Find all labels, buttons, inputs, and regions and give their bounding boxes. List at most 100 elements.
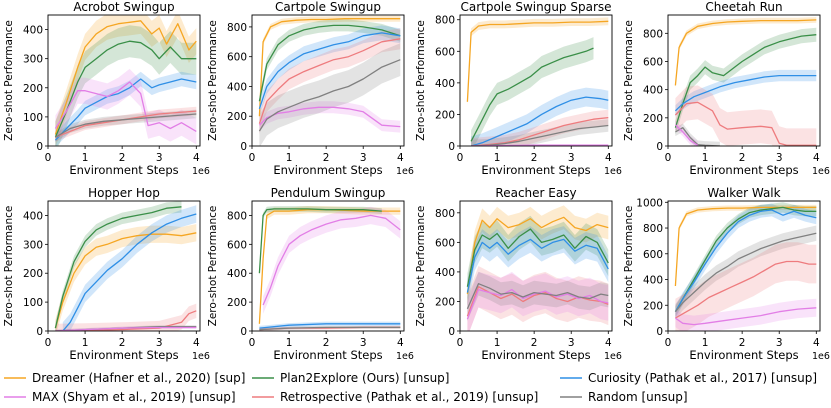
max-line <box>262 214 401 306</box>
max-line <box>55 326 197 331</box>
chart-title: Pendulum Swingup <box>271 186 386 200</box>
legend-item-dreamer: Dreamer (Hafner et al., 2020) [sup] <box>4 371 245 385</box>
max-band <box>675 120 698 146</box>
x-tick-label: 0 <box>45 337 52 349</box>
x-tick-label: 3 <box>360 152 367 164</box>
x-tick-label: 2 <box>119 152 126 164</box>
random-line <box>258 59 401 132</box>
y-tick-label: 600 <box>643 249 663 261</box>
x-exponent-label: 1e6 <box>396 351 414 362</box>
y-tick-label: 300 <box>23 239 43 251</box>
x-axis-label: Environment Steps <box>69 348 178 362</box>
y-tick-label: 800 <box>643 223 663 235</box>
legend-item-max: MAX (Shyam et al., 2019) [unsup] <box>4 390 236 404</box>
random-band <box>259 43 401 146</box>
series-group <box>466 205 609 331</box>
curiosity-line <box>259 323 401 329</box>
plan2explore-line <box>470 47 594 142</box>
x-tick-label: 2 <box>531 152 538 164</box>
y-tick-label: 800 <box>643 28 663 40</box>
y-axis-label: Zero-shot Performance <box>623 206 635 327</box>
curiosity-line <box>470 96 609 146</box>
y-tick-label: 200 <box>643 300 663 312</box>
curiosity-line <box>258 32 401 110</box>
plan2explore-band <box>467 215 609 300</box>
x-tick-label: 2 <box>739 152 746 164</box>
chart-panel-6: Pendulum Swingup 0 200 400 600 800 0 1 2 3 4 Enviro… <box>207 186 414 362</box>
plot-frame <box>47 14 201 147</box>
legend-label: Random [unsup] <box>588 390 688 404</box>
dreamer-line <box>466 216 609 295</box>
x-axis-label: Environment Steps <box>689 348 798 362</box>
plan2explore-band <box>259 19 401 108</box>
plan2explore-line <box>258 24 401 102</box>
max-line <box>675 307 817 326</box>
legend-label: MAX (Shyam et al., 2019) [unsup] <box>32 390 236 404</box>
max-band <box>467 271 609 331</box>
plan2explore-line <box>466 228 609 287</box>
y-tick-label: 600 <box>435 237 455 249</box>
plot-frame <box>667 200 821 332</box>
x-tick-label: 0 <box>665 152 672 164</box>
plan2explore-band <box>675 27 817 135</box>
x-tick-label: 4 <box>605 337 612 349</box>
plot-frame <box>667 14 821 147</box>
x-tick-label: 2 <box>739 337 746 349</box>
retrospective-band <box>55 303 197 331</box>
y-tick-label: 0 <box>656 141 663 153</box>
y-tick-label: 0 <box>36 141 43 153</box>
x-exponent-label: 1e6 <box>812 166 830 177</box>
plan2explore-band <box>471 37 594 146</box>
random-band <box>55 109 197 142</box>
plot-frame <box>251 14 405 147</box>
chart-title: Cartpole Swingup <box>275 0 381 14</box>
max-line <box>466 288 609 320</box>
dreamer-line <box>674 19 817 86</box>
y-tick-label: 100 <box>23 112 43 124</box>
y-tick-label: 400 <box>23 25 43 37</box>
x-axis-label: Environment Steps <box>69 163 178 177</box>
x-tick-label: 1 <box>286 337 293 349</box>
chart-panel-4: Cheetah Run 0 200 400 600 800 0 1 2 3 4 Environment… <box>623 0 830 177</box>
chart-panel-7: Reacher Easy 0 200 400 600 800 0 1 2 3 4 Environmen… <box>415 186 622 362</box>
random-line <box>55 113 197 138</box>
x-tick-label: 4 <box>193 337 200 349</box>
x-axis-label: Environment Steps <box>481 163 590 177</box>
x-axis-label: Environment Steps <box>273 163 382 177</box>
y-axis-label: Zero-shot Performance <box>207 206 219 327</box>
x-exponent-label: 1e6 <box>192 351 210 362</box>
plan2explore-line <box>54 206 182 329</box>
legend-label: Retrospective (Pathak et al., 2019) [uns… <box>280 390 538 404</box>
plan2explore-line <box>674 206 817 313</box>
dreamer-line <box>258 18 401 117</box>
chart-title: Hopper Hop <box>88 186 160 200</box>
x-axis-label: Environment Steps <box>689 163 798 177</box>
dreamer-band <box>467 205 609 306</box>
x-tick-label: 4 <box>193 152 200 164</box>
curiosity-band <box>471 87 609 146</box>
x-tick-label: 3 <box>776 152 783 164</box>
random-line <box>675 127 720 146</box>
series-group <box>466 17 609 146</box>
x-tick-label: 2 <box>323 337 330 349</box>
y-tick-label: 0 <box>448 141 455 153</box>
y-axis-label: Zero-shot Performance <box>3 206 15 327</box>
x-tick-label: 1 <box>82 152 89 164</box>
curiosity-line <box>674 74 817 112</box>
chart-title: Cheetah Run <box>705 0 782 14</box>
y-tick-label: 0 <box>448 326 455 338</box>
y-tick-label: 600 <box>643 56 663 68</box>
series-group <box>54 201 197 331</box>
x-tick-label: 3 <box>568 152 575 164</box>
plot-frame <box>459 14 613 147</box>
retrospective-band <box>675 85 817 146</box>
dreamer-line <box>54 232 197 329</box>
series-group <box>674 17 817 146</box>
x-tick-label: 3 <box>156 337 163 349</box>
x-axis-label: Environment Steps <box>481 348 590 362</box>
y-tick-label: 200 <box>643 113 663 125</box>
y-axis-label: Zero-shot Performance <box>415 206 427 327</box>
x-exponent-label: 1e6 <box>812 351 830 362</box>
retrospective-line <box>471 116 609 146</box>
x-tick-label: 4 <box>605 152 612 164</box>
